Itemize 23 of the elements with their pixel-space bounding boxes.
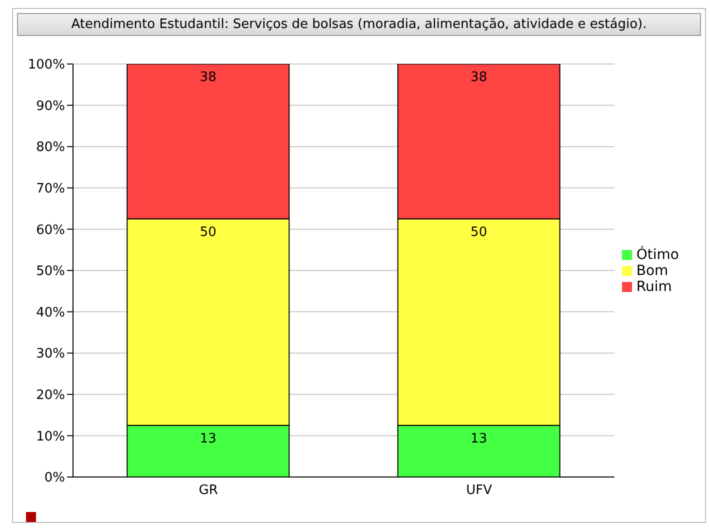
data-label: 38	[200, 70, 216, 85]
y-tick-label: 50%	[36, 264, 65, 280]
data-label: 50	[470, 224, 488, 240]
y-tick-label: 0%	[44, 470, 65, 486]
y-tick-label: 90%	[36, 98, 65, 114]
data-label: 13	[470, 431, 488, 446]
y-tick-label: 70%	[36, 182, 65, 197]
y-tick-label: 30%	[36, 346, 65, 362]
data-label: 13	[200, 431, 216, 446]
legend-label: Bom	[636, 263, 668, 279]
y-tick-label: 100%	[28, 58, 65, 73]
legend-label: Ótimo	[636, 247, 679, 263]
legend-label: Ruim	[636, 279, 672, 295]
y-tick-label: 10%	[36, 429, 65, 444]
x-tick-label: UFV	[466, 483, 492, 498]
x-tick-label: GR	[198, 483, 218, 498]
chart-title: Atendimento Estudantil: Serviços de bolsas (moradia, alimentação, atividade e estágio).	[17, 13, 701, 36]
y-tick-label: 20%	[36, 388, 65, 404]
data-label: 50	[200, 224, 216, 240]
data-label: 38	[470, 70, 488, 85]
y-tick-label: 80%	[36, 140, 65, 156]
y-tick-label: 40%	[36, 305, 65, 320]
y-tick-label: 60%	[36, 222, 65, 238]
